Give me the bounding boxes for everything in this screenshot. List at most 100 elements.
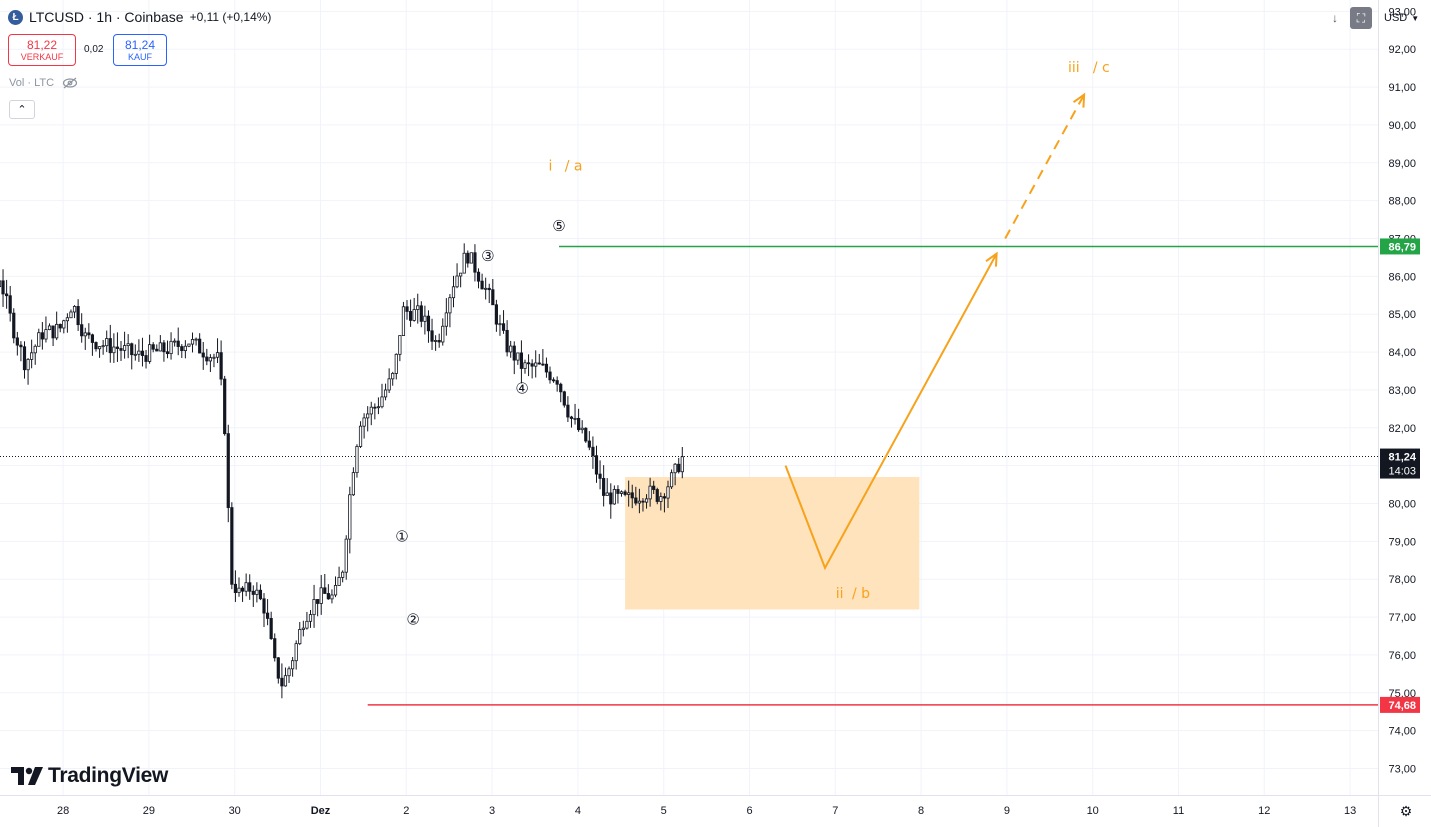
symbol-header[interactable]: Ł LTCUSD · 1h · Coinbase +0,11 (+0,14%): [8, 6, 271, 28]
candle-body: [173, 340, 177, 343]
fullscreen-button[interactable]: ⛶: [1350, 7, 1372, 29]
candle-body: [51, 325, 55, 339]
candle-body: [373, 406, 377, 409]
candle-body: [47, 325, 52, 331]
volume-label: Vol · LTC: [9, 77, 55, 89]
candle-body: [240, 587, 245, 592]
candle-body: [133, 353, 137, 356]
eye-off-icon[interactable]: [62, 77, 78, 89]
candle-body: [155, 348, 159, 352]
candle-body: [1, 280, 5, 295]
candle-body: [451, 286, 456, 299]
candle-body: [337, 576, 341, 586]
projection-dashed: [1004, 94, 1085, 239]
candle-body: [280, 677, 284, 687]
candle-body: [341, 571, 345, 578]
candle-body: [215, 352, 220, 358]
candle-body: [8, 295, 12, 314]
tradingview-logo-icon: [11, 767, 43, 785]
candle-body: [419, 305, 423, 322]
candle-body: [530, 363, 534, 367]
gear-icon: ⚙: [1399, 802, 1413, 819]
candle-body: [319, 587, 323, 604]
currency-selector[interactable]: USD ▼: [1384, 8, 1424, 28]
candle-body: [248, 582, 252, 592]
candle-body: [22, 346, 27, 371]
level-badge: [1380, 238, 1420, 255]
candle-body: [666, 486, 670, 499]
candle-body: [262, 598, 266, 614]
settings-button[interactable]: ⚙: [1396, 801, 1416, 821]
candle-body: [544, 363, 549, 373]
candle-body: [416, 305, 420, 310]
candle-body: [344, 538, 348, 573]
candle-body: [537, 362, 541, 365]
candle-body: [19, 344, 23, 348]
candle-body: [316, 599, 320, 604]
y-tick-label: 76,00: [1388, 650, 1416, 662]
wave-label: / c: [1093, 60, 1110, 76]
candle-body: [165, 351, 170, 355]
y-tick-label: 91,00: [1388, 82, 1416, 94]
x-tick-label: 30: [229, 805, 241, 817]
tradingview-logo[interactable]: TradingView: [11, 764, 168, 788]
level-badge: [1380, 696, 1420, 713]
candle-body: [301, 627, 305, 630]
candle-body: [594, 455, 599, 475]
level-badge-value: 74,68: [1388, 700, 1416, 712]
candle-body: [126, 343, 130, 346]
candle-body: [369, 406, 373, 415]
candle-body: [273, 638, 277, 659]
buy-price: 81,24: [124, 37, 156, 52]
x-tick-label: 2: [403, 805, 409, 817]
candle-body: [351, 472, 355, 496]
y-tick-label: 82,00: [1388, 423, 1416, 435]
x-tick-label: 6: [746, 805, 752, 817]
candle-body: [308, 614, 313, 622]
candle-body: [265, 612, 270, 619]
candle-body: [577, 417, 581, 431]
candle-body: [305, 620, 309, 629]
candle-body: [401, 306, 406, 336]
candle-body: [634, 497, 638, 504]
candle-body: [391, 373, 395, 380]
candle-body: [648, 485, 652, 500]
level-badge-value: 86,79: [1388, 241, 1416, 253]
candle-body: [627, 492, 631, 495]
bar-countdown: 14:03: [1388, 466, 1416, 478]
candle-body: [208, 357, 212, 362]
y-tick-label: 93,00: [1388, 6, 1416, 18]
candle-body: [609, 492, 613, 505]
candle-body: [137, 350, 141, 355]
sell-button[interactable]: 81,22 VERKAUF: [8, 34, 76, 66]
projection-arrowhead: [985, 251, 998, 267]
x-tick-label: 5: [661, 805, 667, 817]
volume-indicator[interactable]: Vol · LTC: [9, 77, 78, 89]
wave-label: ⑤: [552, 217, 565, 235]
y-tick-label: 79,00: [1388, 536, 1416, 548]
candle-body: [466, 252, 470, 264]
candle-body: [298, 629, 302, 645]
x-tick-label: 12: [1258, 805, 1270, 817]
y-tick-label: 85,00: [1388, 309, 1416, 321]
candle-body: [434, 340, 438, 342]
collapse-legend-button[interactable]: ⌃: [9, 100, 35, 119]
wave-label: ④: [515, 380, 528, 398]
candle-body: [584, 427, 588, 442]
wave-label: iii: [1068, 60, 1080, 76]
candle-body: [201, 352, 205, 358]
candle-body: [487, 287, 491, 291]
candle-body: [509, 345, 513, 353]
x-tick-label: 13: [1344, 805, 1356, 817]
candle-body: [55, 323, 59, 339]
candle-body: [180, 346, 184, 352]
scroll-down-button[interactable]: ↓: [1324, 7, 1346, 29]
candle-body: [230, 507, 234, 585]
wave-label: ii: [836, 586, 844, 602]
candle-body: [501, 323, 506, 331]
candle-body: [423, 315, 427, 322]
buy-button[interactable]: 81,24 KAUF: [113, 34, 167, 66]
candle-body: [198, 338, 202, 354]
candle-body: [605, 492, 609, 496]
